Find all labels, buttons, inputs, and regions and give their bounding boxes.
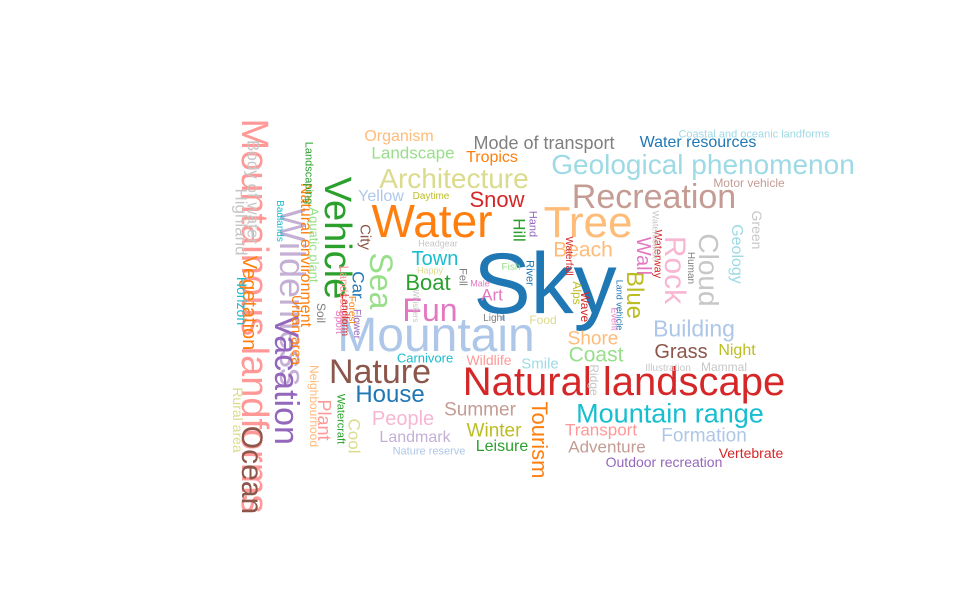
word-smile: Smile — [521, 355, 559, 373]
word-mountain: Mountain — [337, 309, 535, 362]
word-daytime: Daytime — [412, 191, 450, 202]
word-transport: Transport — [564, 420, 638, 440]
word-fell: Fell — [456, 268, 469, 286]
word-horizon: Horizon — [234, 276, 250, 326]
word-town: Town — [411, 248, 459, 270]
word-water-resources: Water resources — [639, 134, 757, 151]
word-yellow: Yellow — [358, 188, 404, 205]
word-watercourse: Watercourse — [650, 210, 661, 262]
word-geology: Geology — [728, 224, 745, 284]
word-food: Food — [529, 313, 557, 327]
word-fish: Fish — [501, 262, 521, 273]
word-mammal: Mammal — [700, 360, 748, 374]
word-outdoor-recreation: Outdoor recreation — [605, 454, 723, 470]
word-sky: Sky — [473, 236, 617, 332]
word-landscaping: Landscaping — [302, 141, 315, 205]
word-winter: Winter — [466, 420, 522, 442]
word-nature-reserve: Nature reserve — [392, 445, 466, 458]
word-coastal-and-oceanic-landforms: Coastal and oceanic landforms — [678, 128, 830, 141]
word-building: Building — [653, 315, 735, 342]
word-male: Male — [470, 278, 490, 289]
word-snow: Snow — [469, 187, 525, 212]
word-coast: Coast — [568, 343, 624, 367]
word-neighbourhood: Neighbourhood — [307, 364, 321, 448]
word-mode-of-transport: Mode of transport — [473, 133, 615, 153]
word-organism: Organism — [364, 128, 434, 145]
word-whiskers: Whiskers — [411, 289, 420, 323]
word-people: People — [371, 408, 435, 430]
word-urban-area: Urban area — [289, 294, 305, 366]
word-vertebrate: Vertebrate — [718, 445, 784, 461]
word-house: House — [355, 381, 425, 408]
word-cloud: Cloud — [693, 233, 724, 307]
word-watercraft: Watercraft — [334, 393, 347, 445]
word-landscape: Landscape — [371, 143, 455, 163]
word-art: Art — [481, 285, 503, 305]
word-sea: Sea — [363, 252, 399, 310]
word-architecture: Architecture — [379, 163, 529, 194]
word-soil: Soil — [314, 302, 328, 324]
word-beach: Beach — [553, 238, 613, 262]
word-fun: Fun — [402, 292, 458, 328]
word-motor-vehicle: Motor vehicle — [713, 176, 785, 190]
word-river: River — [523, 260, 536, 286]
word-sport: Sport — [333, 310, 344, 334]
word-cool: Cool — [344, 418, 364, 454]
word-natural-landscape: Natural landscape — [462, 360, 786, 404]
word-leisure: Leisure — [475, 438, 529, 455]
word-recreation: Recreation — [571, 178, 737, 216]
word-boat: Boat — [405, 270, 451, 295]
word-water: Water — [371, 195, 493, 247]
word-flower: Flower — [351, 308, 362, 340]
word-city: City — [356, 224, 374, 250]
word-tourism: Tourism — [527, 401, 552, 479]
word-shore: Shore — [567, 328, 619, 350]
word-nature: Nature — [328, 353, 432, 391]
word-formation: Formation — [661, 425, 747, 447]
word-summer: Summer — [444, 399, 516, 421]
word-blue: Blue — [621, 270, 648, 320]
word-rural-area: Rural area — [230, 387, 246, 453]
word-wildlife: Wildlife — [466, 352, 512, 368]
word-car: Car — [348, 271, 368, 299]
word-highland: Highland — [231, 188, 251, 256]
word-hill: Hill — [509, 218, 529, 242]
word-light: Light — [483, 313, 505, 324]
word-grass: Grass — [654, 341, 708, 363]
word-land-vehicle: Land vehicle — [614, 279, 625, 331]
word-tree: Tree — [543, 198, 633, 247]
word-illustration: Illustration — [645, 363, 691, 374]
word-hand: Hand — [526, 210, 539, 238]
word-wave: Wave — [578, 291, 592, 323]
word-landmark: Landmark — [379, 429, 451, 446]
word-ridge: Ridge — [587, 364, 601, 396]
word-badlands: Badlands — [274, 200, 285, 242]
word-green: Green — [749, 210, 765, 250]
word-night: Night — [718, 342, 756, 359]
word-geological-phenomenon: Geological phenomenon — [551, 149, 855, 180]
word-headgear: Headgear — [418, 238, 458, 249]
word-aquatic-plant: Aquatic plant — [306, 207, 322, 283]
word-tropics: Tropics — [466, 149, 518, 166]
word-adventure: Adventure — [568, 437, 646, 457]
word-carnivore: Carnivore — [396, 350, 454, 366]
word-waterfall: Waterfall — [563, 236, 574, 276]
word-happy: Happy — [416, 265, 444, 276]
word-human: Human — [685, 251, 696, 285]
word-mountain-range: Mountain range — [576, 398, 764, 429]
